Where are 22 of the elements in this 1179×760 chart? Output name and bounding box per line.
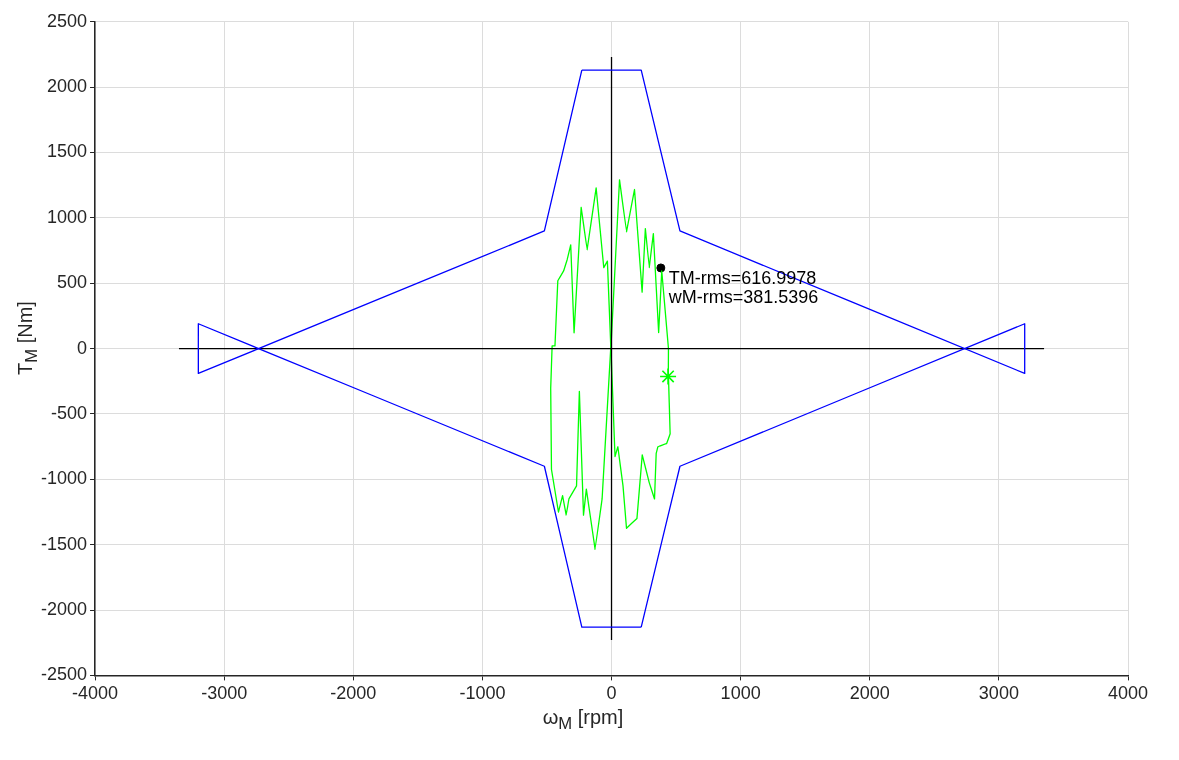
x-tick-label: 2000: [849, 683, 890, 704]
y-tick-label: 1000: [46, 206, 88, 227]
x-tick-label: -2000: [330, 683, 377, 704]
y-tick-label: 500: [56, 272, 88, 293]
x-tick-label: -1000: [459, 683, 506, 704]
y-tick-label: -2500: [40, 664, 88, 685]
x-tick-label: -4000: [72, 683, 119, 704]
y-tick-label: 2500: [46, 10, 88, 31]
x-tick-label: 0: [606, 683, 617, 704]
y-tick-label: -2000: [40, 599, 88, 620]
x-tick-label: 4000: [1107, 683, 1149, 704]
x-axis-title: ω$_{M}$ [rpm]: [541, 706, 625, 734]
y-tick-label: 0: [77, 337, 88, 358]
y-tick-label: -500: [51, 402, 88, 423]
x-tick-label: 1000: [720, 683, 761, 704]
x-tick-label: 3000: [978, 683, 1019, 704]
x-tick-label: -3000: [201, 683, 248, 704]
annotation: wM-rms=381.5396: [667, 286, 819, 307]
y-tick-label: -1000: [40, 468, 88, 489]
y-tick-label: 2000: [46, 76, 88, 97]
y-tick-label: -1500: [40, 533, 88, 554]
y-tick-label: 1500: [46, 141, 88, 162]
